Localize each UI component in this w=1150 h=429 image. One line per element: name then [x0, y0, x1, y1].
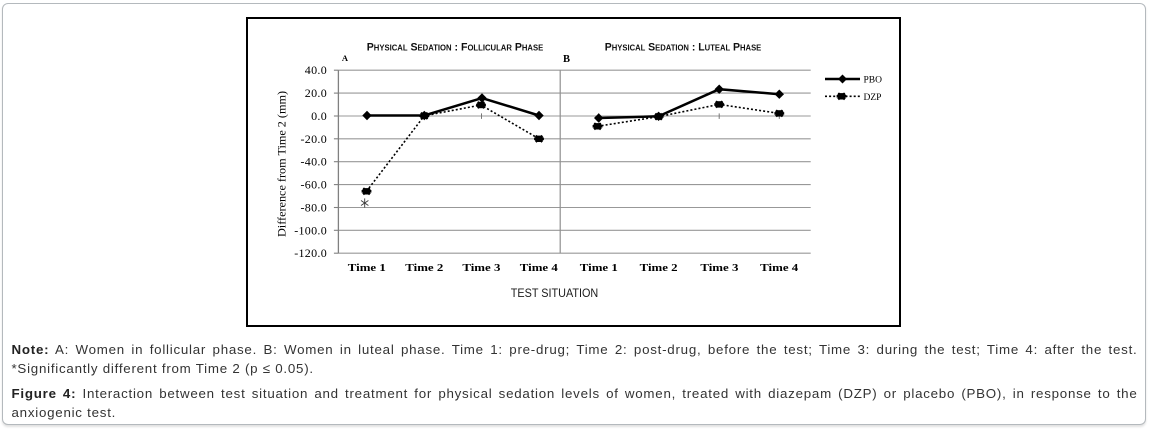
svg-text:-80.0: -80.0	[301, 201, 328, 215]
svg-text:-100.0: -100.0	[294, 223, 327, 237]
svg-text:Time 2: Time 2	[405, 262, 444, 274]
svg-text:B: B	[563, 54, 570, 65]
svg-text:0.0: 0.0	[311, 109, 327, 123]
svg-text:40.0: 40.0	[305, 63, 327, 77]
svg-text:Time 4: Time 4	[760, 262, 799, 274]
svg-text:-40.0: -40.0	[301, 155, 328, 169]
svg-text:Physical Sedation : Luteal Pha: Physical Sedation : Luteal Phase	[605, 42, 762, 54]
svg-text:Time 2: Time 2	[640, 262, 679, 274]
svg-text:-20.0: -20.0	[301, 132, 328, 146]
svg-text:Time 1: Time 1	[348, 262, 386, 274]
svg-text:Difference from Time 2 (mm): Difference from Time 2 (mm)	[275, 91, 289, 237]
svg-text:-120.0: -120.0	[294, 246, 327, 260]
svg-text:Time 4: Time 4	[520, 262, 559, 274]
svg-text:Time 3: Time 3	[700, 262, 739, 274]
svg-text:PBO: PBO	[864, 76, 883, 86]
svg-text:Physical Sedation : Follicular: Physical Sedation : Follicular Phase	[367, 42, 544, 54]
svg-text:A: A	[342, 53, 349, 63]
svg-text:Time 1: Time 1	[580, 262, 618, 274]
svg-text:Time 3: Time 3	[462, 262, 501, 274]
svg-text:20.0: 20.0	[305, 86, 327, 100]
svg-text:DZP: DZP	[864, 93, 882, 103]
svg-text:-60.0: -60.0	[301, 178, 328, 192]
svg-text:TEST SITUATION: TEST SITUATION	[511, 288, 599, 300]
